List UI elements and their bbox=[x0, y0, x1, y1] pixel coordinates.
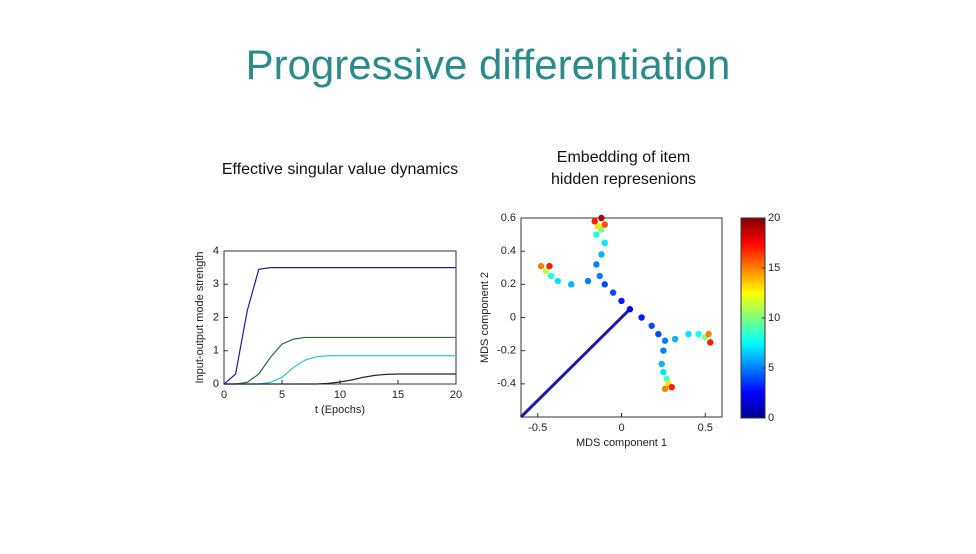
x-tick-label: 15 bbox=[392, 389, 404, 401]
y-axis-label: Input-output mode strength bbox=[194, 251, 206, 383]
x-tick-label: 10 bbox=[334, 389, 346, 401]
colorbar-tick-label: 5 bbox=[768, 362, 774, 374]
x-tick-label: -0.5 bbox=[528, 422, 547, 434]
embedding-point bbox=[660, 369, 667, 376]
embedding-point bbox=[554, 277, 562, 285]
embedding-point bbox=[658, 360, 665, 368]
embedding-point bbox=[638, 314, 645, 321]
x-tick-label: 0 bbox=[221, 389, 227, 401]
embedding-point bbox=[537, 262, 545, 270]
y-tick-label: 3 bbox=[213, 278, 219, 290]
y-axis-label: MDS component 2 bbox=[479, 272, 491, 363]
embedding-point bbox=[594, 223, 602, 230]
x-tick-label: 0.5 bbox=[698, 422, 713, 434]
embedding-point bbox=[593, 261, 600, 268]
y-tick-label: 0.4 bbox=[501, 245, 516, 257]
y-tick-label: 4 bbox=[213, 245, 219, 257]
embedding-point bbox=[542, 267, 550, 275]
line-series bbox=[224, 373, 456, 385]
embedding-point bbox=[695, 330, 702, 338]
chart-title: hidden represenions bbox=[551, 171, 696, 188]
colorbar-tick-label: 20 bbox=[768, 212, 780, 224]
colorbar bbox=[740, 217, 766, 419]
colorbar-tick-label: 0 bbox=[768, 412, 774, 424]
embedding-point bbox=[626, 306, 634, 313]
embedding-point bbox=[661, 385, 669, 393]
embedding-point bbox=[596, 272, 603, 280]
embedding-point bbox=[609, 289, 617, 296]
embedding-point bbox=[598, 214, 605, 222]
embedding-point bbox=[661, 337, 669, 344]
embedding-point bbox=[601, 221, 608, 228]
y-tick-label: 0.2 bbox=[501, 278, 516, 290]
embedding-point bbox=[584, 277, 592, 285]
y-tick-label: 0 bbox=[213, 378, 219, 390]
slide-title: Progressive differentiation bbox=[246, 41, 731, 88]
colorbar-tick-label: 10 bbox=[768, 312, 780, 324]
colorbar-tick-label: 15 bbox=[768, 262, 780, 274]
embedding-point bbox=[547, 272, 555, 280]
x-tick-label: 20 bbox=[450, 389, 462, 401]
embedding-point bbox=[546, 262, 553, 270]
embedding-point bbox=[705, 330, 712, 338]
embedding-point bbox=[618, 297, 625, 305]
embedding-point bbox=[671, 335, 679, 343]
y-tick-label: 2 bbox=[213, 311, 219, 323]
embedding-point bbox=[663, 375, 670, 383]
line-series bbox=[224, 336, 456, 385]
embedding-point bbox=[655, 330, 662, 338]
embedding-point bbox=[593, 231, 600, 238]
embedding-point bbox=[598, 251, 605, 258]
y-tick-label: 0.6 bbox=[501, 212, 516, 224]
x-tick-label: 5 bbox=[279, 389, 285, 401]
y-tick-label: -0.4 bbox=[497, 378, 516, 390]
x-axis-label: MDS component 1 bbox=[576, 437, 667, 449]
y-tick-label: -0.2 bbox=[497, 345, 516, 357]
chart-title: Embedding of item bbox=[557, 149, 690, 166]
x-tick-label: 0 bbox=[618, 422, 624, 434]
x-axis-label: t (Epochs) bbox=[315, 404, 365, 416]
line-series bbox=[224, 355, 456, 385]
embedding-point bbox=[568, 281, 575, 288]
embedding-point bbox=[601, 281, 608, 288]
embedding-point bbox=[591, 218, 598, 225]
trajectory-line bbox=[519, 308, 631, 419]
embedding-point bbox=[685, 330, 692, 338]
line-series bbox=[223, 267, 456, 385]
embedding-point bbox=[707, 339, 714, 346]
embedding-point bbox=[660, 347, 667, 354]
embedding-point bbox=[668, 383, 675, 391]
embedding-point bbox=[601, 239, 608, 247]
embedding-point bbox=[648, 322, 655, 329]
y-tick-label: 1 bbox=[213, 345, 219, 357]
chart-title: Effective singular value dynamics bbox=[222, 161, 458, 178]
y-tick-label: 0 bbox=[510, 311, 516, 323]
